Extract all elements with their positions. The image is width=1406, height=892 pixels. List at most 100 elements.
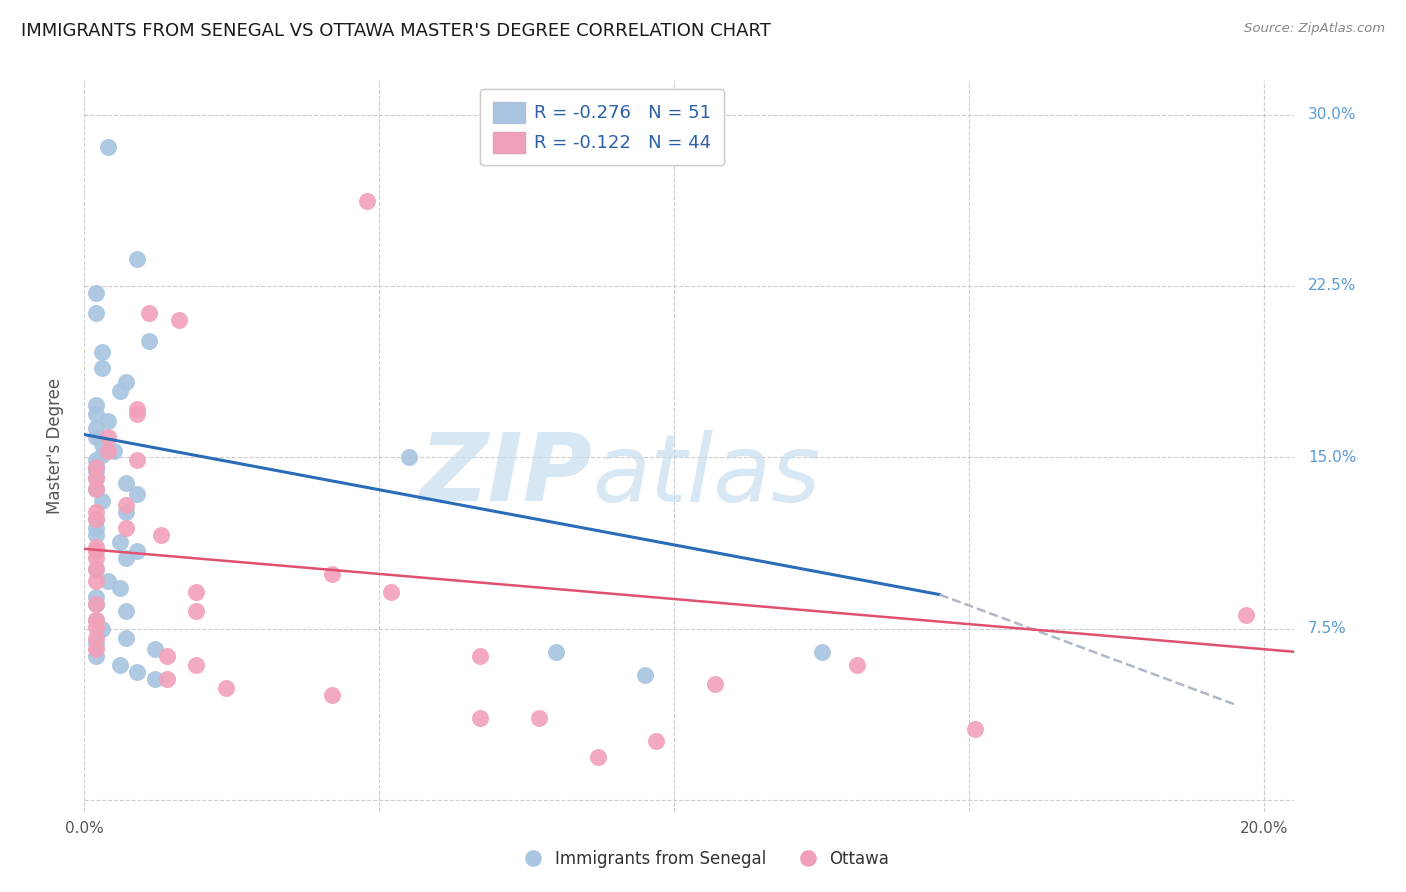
Point <box>97 414 120 428</box>
Point <box>127 487 149 501</box>
Point <box>84 521 107 535</box>
Point <box>84 407 107 421</box>
Point <box>84 551 107 566</box>
Point <box>586 749 609 764</box>
Point <box>704 676 727 690</box>
Point <box>103 443 125 458</box>
Point <box>468 711 491 725</box>
Point <box>84 631 107 645</box>
Point <box>84 635 107 649</box>
Point <box>84 590 107 604</box>
Point <box>114 551 136 566</box>
Point <box>84 642 107 657</box>
Point <box>167 313 190 327</box>
Point <box>91 345 114 359</box>
Point <box>127 252 149 266</box>
Text: 22.5%: 22.5% <box>1308 278 1357 293</box>
Point <box>97 430 120 444</box>
Point <box>108 535 131 549</box>
Point <box>138 334 160 348</box>
Point <box>321 688 343 702</box>
Point <box>186 603 208 617</box>
Point <box>84 597 107 611</box>
Point <box>468 649 491 664</box>
Point <box>527 711 550 725</box>
Point <box>91 436 114 450</box>
Point <box>156 672 179 686</box>
Point <box>84 459 107 474</box>
Point <box>84 464 107 478</box>
Legend: Immigrants from Senegal, Ottawa: Immigrants from Senegal, Ottawa <box>510 844 896 875</box>
Point <box>91 361 114 376</box>
Point <box>91 622 114 636</box>
Point <box>84 597 107 611</box>
Point <box>114 475 136 490</box>
Text: Source: ZipAtlas.com: Source: ZipAtlas.com <box>1244 22 1385 36</box>
Point <box>645 734 668 748</box>
Point <box>156 649 179 664</box>
Text: atlas: atlas <box>592 430 821 521</box>
Point <box>186 585 208 599</box>
Point <box>398 450 420 465</box>
Point <box>138 306 160 320</box>
Point <box>84 483 107 497</box>
Point <box>114 631 136 645</box>
Point <box>143 642 166 657</box>
Point <box>321 567 343 582</box>
Point <box>143 672 166 686</box>
Point <box>114 375 136 389</box>
Legend: R = -0.276   N = 51, R = -0.122   N = 44: R = -0.276 N = 51, R = -0.122 N = 44 <box>481 89 724 165</box>
Point <box>963 723 986 737</box>
Point <box>84 512 107 526</box>
Point <box>846 658 869 673</box>
Point <box>84 544 107 558</box>
Point <box>84 505 107 519</box>
Point <box>84 398 107 412</box>
Point <box>114 603 136 617</box>
Point <box>127 452 149 467</box>
Text: 30.0%: 30.0% <box>1308 107 1357 122</box>
Text: 15.0%: 15.0% <box>1308 450 1357 465</box>
Point <box>186 658 208 673</box>
Point <box>84 613 107 627</box>
Point <box>810 645 832 659</box>
Point <box>84 430 107 444</box>
Point <box>356 194 378 209</box>
Point <box>84 619 107 633</box>
Point <box>127 407 149 421</box>
Point <box>1234 608 1257 623</box>
Point <box>84 649 107 664</box>
Point <box>84 452 107 467</box>
Point <box>84 562 107 576</box>
Point <box>91 448 114 462</box>
Point <box>84 528 107 542</box>
Point <box>84 421 107 435</box>
Point <box>84 574 107 588</box>
Point <box>84 459 107 474</box>
Point <box>380 585 402 599</box>
Point <box>84 483 107 497</box>
Point <box>634 667 657 681</box>
Point <box>215 681 238 696</box>
Point <box>84 306 107 320</box>
Y-axis label: Master's Degree: Master's Degree <box>45 378 63 514</box>
Point <box>84 562 107 576</box>
Point <box>114 499 136 513</box>
Point <box>108 384 131 398</box>
Point <box>84 471 107 485</box>
Point <box>546 645 568 659</box>
Point <box>114 521 136 535</box>
Point <box>91 494 114 508</box>
Point <box>108 581 131 595</box>
Text: 7.5%: 7.5% <box>1308 622 1347 636</box>
Text: ZIP: ZIP <box>419 429 592 521</box>
Point <box>150 528 173 542</box>
Point <box>108 658 131 673</box>
Point <box>97 574 120 588</box>
Point <box>114 505 136 519</box>
Point <box>127 544 149 558</box>
Point <box>84 512 107 526</box>
Point <box>97 139 120 153</box>
Point <box>127 402 149 417</box>
Point <box>97 443 120 458</box>
